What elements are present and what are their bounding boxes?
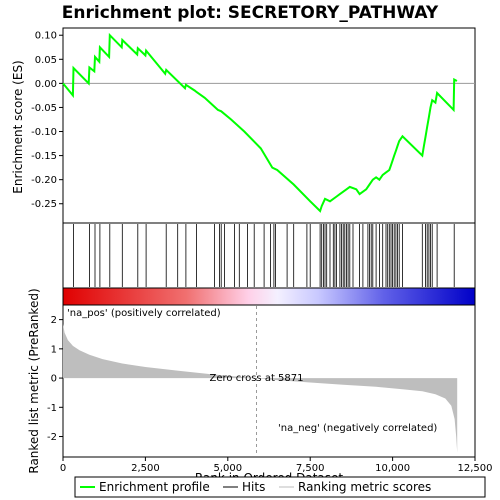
legend-hits-label: Hits — [242, 480, 265, 494]
x-axis: 0 2,500 5,000 7,500 10,000 12,500 — [60, 457, 493, 474]
x-tick-label: 0 — [60, 463, 66, 474]
hits-panel — [62, 222, 476, 306]
x-tick-label: 7,500 — [296, 463, 325, 474]
x-tick-label: 10,000 — [375, 463, 410, 474]
x-tick-label: 12,500 — [458, 463, 493, 474]
metric-panel: Zero cross at 5871 'na_pos' (positively … — [27, 288, 476, 474]
metric-y-axis-label: Ranked list metric (PreRanked) — [27, 288, 41, 473]
legend-metric-label: Ranking metric scores — [298, 480, 431, 494]
hits-frame — [62, 222, 476, 289]
es-panel: 0.10 0.05 0.00 -0.05 -0.10 -0.15 -0.20 -0.25 En… — [11, 27, 476, 224]
rank-color-bar — [62, 287, 476, 306]
metric-y-tick-label: 1 — [51, 344, 57, 355]
enrichment-profile-line — [62, 32, 458, 213]
es-y-axis: 0.10 0.05 0.00 -0.05 -0.10 -0.15 -0.20 -0.25 — [31, 31, 63, 210]
chart-title: Enrichment plot: SECRETORY_PATHWAY — [62, 3, 439, 23]
x-tick-label: 5,000 — [213, 463, 242, 474]
metric-y-tick-label: 2 — [51, 315, 57, 326]
es-y-tick-label: -0.15 — [31, 151, 57, 162]
es-y-tick-label: -0.25 — [31, 199, 57, 210]
zero-cross-label: Zero cross at 5871 — [210, 373, 304, 384]
es-y-tick-label: 0.10 — [35, 31, 57, 42]
es-y-tick-label: 0.00 — [35, 79, 57, 90]
positive-correlation-label: 'na_pos' (positively correlated) — [67, 308, 221, 319]
es-y-tick-label: -0.05 — [31, 103, 57, 114]
metric-y-tick-label: 0 — [51, 374, 57, 385]
es-y-tick-label: -0.10 — [31, 127, 57, 138]
es-y-tick-label: 0.05 — [35, 55, 57, 66]
metric-y-axis: 2 1 0 -1 -2 — [47, 315, 63, 443]
metric-y-tick-label: -1 — [47, 403, 57, 414]
metric-y-tick-label: -2 — [47, 432, 57, 443]
es-y-axis-label: Enrichment score (ES) — [11, 60, 25, 193]
negative-correlation-label: 'na_neg' (negatively correlated) — [278, 423, 437, 434]
legend: Enrichment profile Hits Ranking metric s… — [74, 476, 486, 498]
es-plot-frame — [62, 27, 476, 224]
es-y-tick-label: -0.20 — [31, 175, 57, 186]
x-tick-label: 2,500 — [131, 463, 160, 474]
legend-profile-label: Enrichment profile — [99, 480, 210, 494]
hit-marks — [73, 224, 455, 287]
